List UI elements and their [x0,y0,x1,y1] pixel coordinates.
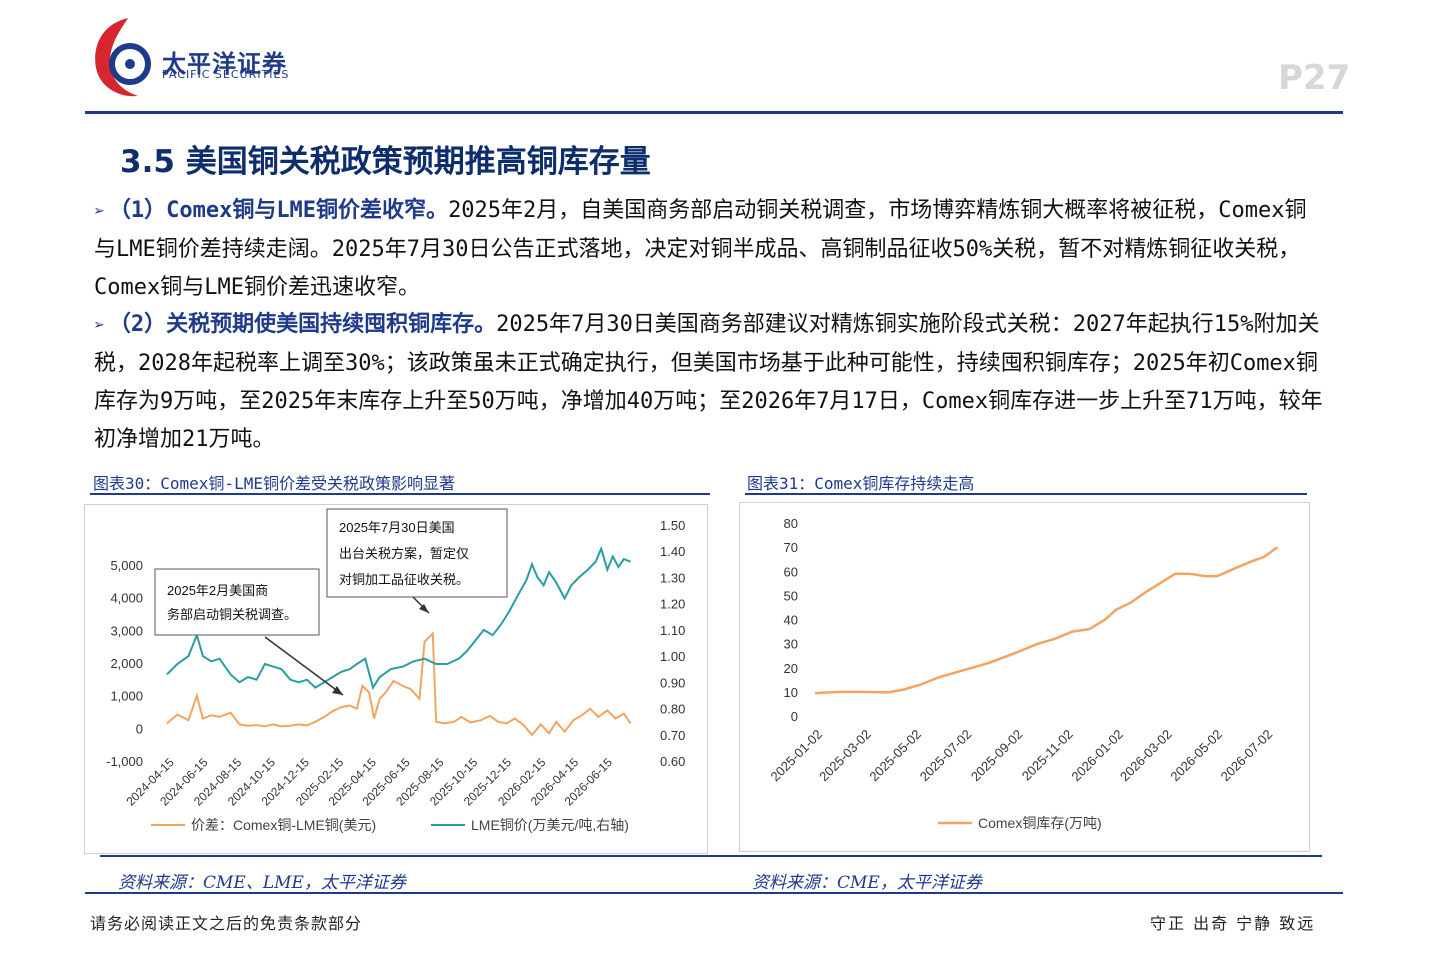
annotation-1-text-line-1: 2025年2月美国商 [167,583,268,598]
legend-lme-label: LME铜价(万美元/吨,右轴) [471,817,629,833]
inventory-series-line [814,546,1279,695]
y-axis-tick-label: 50 [784,588,798,603]
y-axis-tick-label: 30 [784,637,798,652]
figure-30-caption: 图表30：Comex铜-LME铜价差受关税政策影响显著 [93,474,455,493]
x-axis-tick-label: 2025-07-02 [917,727,975,785]
spread-chart: 5,000 4,000 3,000 2,000 1,000 0 -1,000 1.50 1.40… [106,508,685,833]
brand-name-en: PACIFIC SECURITIES [162,68,290,81]
y-axis-tick-label: 0 [791,709,798,724]
logo-mark-icon [95,18,151,97]
right-axis-tick-label: 0.60 [660,754,685,769]
paragraph-1-lead: （1）Comex铜与LME铜价差收窄。 [108,198,449,223]
paragraph-1: ➢ （1）Comex铜与LME铜价差收窄。2025年2月，自美国商务部启动铜关税调… [94,192,1324,307]
right-axis-tick-label: 0.70 [660,728,685,743]
footer-motto: 守正 出奇 宁静 致远 [1150,914,1316,933]
y-axis-tick-label: 10 [784,685,798,700]
x-axis-tick-label: 2025-09-02 [968,727,1026,785]
left-axis-tick-label: 5,000 [110,558,143,573]
source-divider [100,855,1322,857]
y-axis-tick-label: 40 [784,613,798,628]
legend-inventory-label: Comex铜库存(万吨) [978,815,1102,831]
bullet-arrow-icon: ➢ [94,201,105,222]
annotation-2-box [326,508,508,598]
footer-divider [85,892,1343,894]
left-axis-tick-label: 2,000 [110,656,143,671]
annotation-2-text-line-1: 2025年7月30日美国 [339,520,455,535]
right-axis-tick-label: 1.30 [660,570,685,585]
annotation-2-text-line-2: 出台关税方案，暂定仅 [339,546,469,561]
header-divider [85,111,1343,114]
paragraph-2-body: 2025年7月30日美国商务部建议对精炼铜实施阶段式关税：2027年起执行15%… [94,312,1323,452]
x-axis-tick-label: 2025-05-02 [866,727,924,785]
x-axis-tick-label: 2026-03-02 [1117,727,1175,785]
annotation-1-text-line-2: 务部启动铜关税调查。 [167,607,297,622]
inventory-chart: 807060504030201002025-01-022025-03-02202… [767,516,1279,831]
left-axis-tick-label: 4,000 [110,591,143,606]
footer-disclaimer: 请务必阅读正文之后的免责条款部分 [90,914,363,933]
x-axis-tick-label: 2025-03-02 [816,727,874,785]
annotation-2-arrowhead [419,604,429,613]
left-axis-tick-label: -1,000 [106,754,143,769]
logo [90,16,160,100]
y-axis-tick-label: 80 [784,516,798,531]
y-axis-tick-label: 20 [784,661,798,676]
y-axis-tick-label: 60 [784,564,798,579]
right-axis-tick-label: 1.50 [660,518,685,533]
x-axis-tick-label: 2026-01-02 [1068,727,1126,785]
right-axis-tick-label: 1.10 [660,623,685,638]
left-axis-tick-label: 1,000 [110,689,143,704]
spread-series-line [166,631,632,737]
legend-spread-label: 价差：Comex铜-LME铜(美元) [191,817,376,833]
right-axis-tick-label: 1.20 [660,597,685,612]
annotation-2-text-line-3: 对铜加工品征收关税。 [339,572,469,587]
bullet-arrow-icon: ➢ [94,315,105,336]
figure-30-caption-rule [90,493,710,495]
left-axis-tick-label: 0 [136,721,143,736]
figure-31-chart-panel: 80 70 60 50 40 30 20 10 0 2025-01-02 2025-03-02 202… [739,502,1310,852]
right-axis-tick-label: 0.80 [660,702,685,717]
lme-price-series-line [166,545,631,691]
figure-31-caption: 图表31：Comex铜库存持续走高 [747,474,975,493]
right-axis-tick-label: 1.40 [660,544,685,559]
y-axis-tick-label: 70 [784,540,798,555]
annotation-1-arrow [264,636,344,696]
figure-31-source: 资料来源：CME，太平洋证券 [752,873,982,893]
x-axis-tick-label: 2026-05-02 [1167,727,1225,785]
page-number: P27 [1278,58,1351,98]
right-axis-tick-label: 1.00 [660,649,685,664]
paragraph-2-lead: （2）关税预期使美国持续囤积铜库存。 [108,312,497,337]
left-axis-tick-label: 3,000 [110,623,143,638]
paragraph-2: ➢ （2）关税预期使美国持续囤积铜库存。2025年7月30日美国商务部建议对精炼铜… [94,306,1324,459]
annotation-1-box [154,568,320,636]
figure-30-chart-panel: 5,000 4,000 3,000 2,000 1,000 0 -1,000 1.50 1.40… [84,504,708,854]
x-axis-tick-label: 2025-11-02 [1019,727,1076,784]
right-axis-tick-label: 0.90 [660,675,685,690]
x-axis-tick-label: 2026-07-02 [1218,727,1276,785]
x-axis-tick-label: 2025-01-02 [767,727,825,785]
paragraph-1-body: 2025年2月，自美国商务部启动铜关税调查，市场博弈精炼铜大概率将被征税，Com… [94,198,1307,300]
figure-31-caption-rule [745,493,1307,495]
annotation-1-arrowhead [332,686,343,695]
figure-30-source: 资料来源：CME、LME，太平洋证券 [118,873,406,893]
brand-name-cn: 太平洋证券 [162,50,287,78]
section-title: 3.5 美国铜关税政策预期推高铜库存量 [120,144,651,180]
